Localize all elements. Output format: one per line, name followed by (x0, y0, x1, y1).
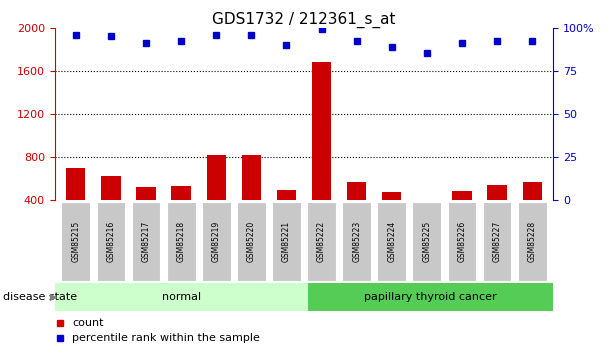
Bar (342, 202, 371, 281)
Bar (272, 202, 301, 281)
Text: percentile rank within the sample: percentile rank within the sample (72, 333, 260, 343)
Text: GSM85220: GSM85220 (247, 221, 256, 262)
Text: GSM85224: GSM85224 (387, 221, 396, 262)
Bar (237, 202, 266, 281)
Bar (241, 155, 261, 200)
Bar (55, 283, 308, 310)
Bar (167, 202, 196, 281)
Bar (202, 202, 230, 281)
Bar (277, 190, 296, 200)
Text: GSM85218: GSM85218 (176, 221, 185, 262)
Bar (307, 202, 336, 281)
Text: GSM85216: GSM85216 (106, 221, 116, 262)
Bar (447, 202, 477, 281)
Text: GSM85215: GSM85215 (71, 221, 80, 262)
Bar (97, 202, 125, 281)
Text: GSM85221: GSM85221 (282, 221, 291, 262)
Text: GSM85223: GSM85223 (352, 221, 361, 262)
Bar (136, 187, 156, 200)
Text: GSM85225: GSM85225 (423, 221, 432, 262)
Text: ▶: ▶ (50, 292, 57, 302)
Bar (61, 202, 90, 281)
Title: GDS1732 / 212361_s_at: GDS1732 / 212361_s_at (212, 11, 396, 28)
Text: GSM85226: GSM85226 (457, 221, 466, 262)
Bar (312, 62, 331, 200)
Text: GSM85219: GSM85219 (212, 221, 221, 262)
Bar (522, 182, 542, 200)
Text: papillary thyroid cancer: papillary thyroid cancer (364, 292, 497, 302)
Text: GSM85217: GSM85217 (142, 221, 151, 262)
Text: disease state: disease state (3, 292, 77, 302)
Bar (488, 185, 506, 200)
Bar (171, 186, 191, 200)
Bar (412, 202, 441, 281)
Bar (66, 168, 86, 200)
Bar (382, 192, 401, 200)
Text: GSM85227: GSM85227 (492, 221, 502, 262)
Text: normal: normal (162, 292, 201, 302)
Bar (483, 202, 511, 281)
Bar (518, 202, 547, 281)
Bar (378, 202, 406, 281)
Text: count: count (72, 318, 104, 327)
Text: GSM85222: GSM85222 (317, 221, 326, 262)
Bar (102, 176, 120, 200)
Bar (347, 182, 366, 200)
Bar (207, 155, 226, 200)
Bar (452, 191, 472, 200)
Text: GSM85228: GSM85228 (528, 221, 537, 262)
Bar (308, 283, 553, 310)
Bar (417, 200, 437, 206)
Bar (131, 202, 161, 281)
